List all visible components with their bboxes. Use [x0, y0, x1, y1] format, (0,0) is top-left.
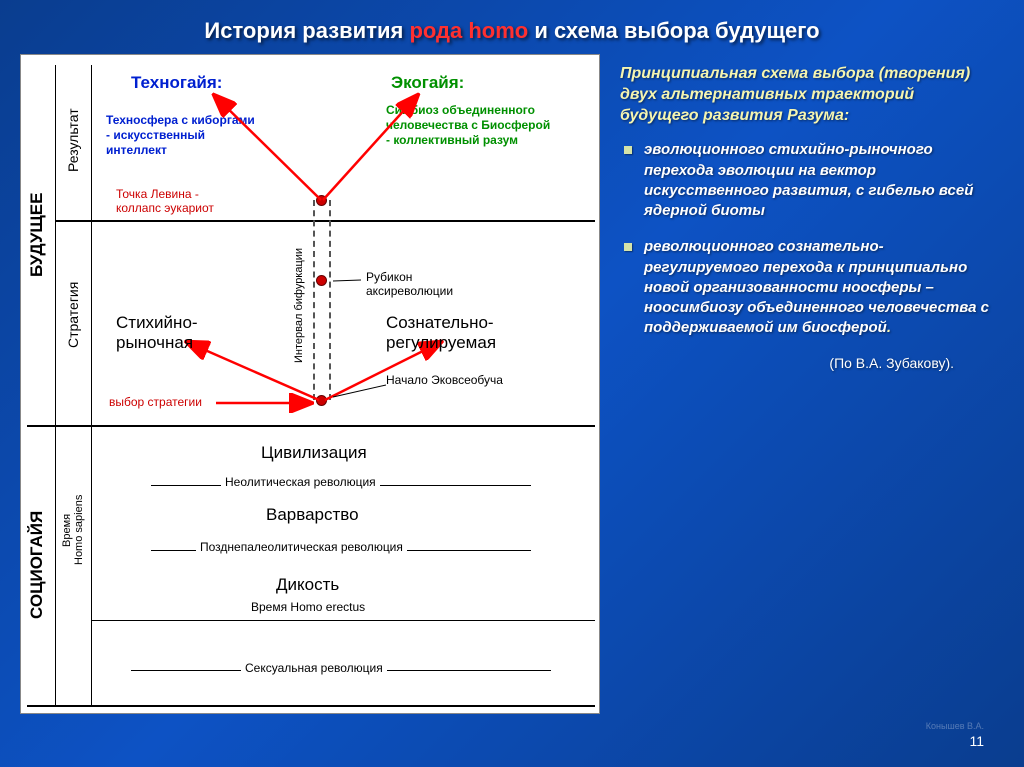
- bullet-2a: революционного сознательно-регулируемого…: [644, 238, 989, 336]
- title-highlight: рода homo: [409, 18, 528, 43]
- author-credit: Конышев В.А.: [926, 721, 984, 731]
- bullet-1-text: эволюционного стихийно-рыночного переход…: [644, 140, 994, 221]
- bullet-2: революционного сознательно-регулируемого…: [620, 237, 994, 338]
- page-number: 11: [969, 733, 984, 749]
- erectus: Время Homo erectus: [251, 600, 365, 614]
- bullet-icon: [624, 146, 632, 154]
- bullet-2-text: революционного сознательно-регулируемого…: [644, 237, 994, 338]
- barbarism: Варварство: [266, 505, 359, 525]
- choice-label: выбор стратегии: [109, 395, 202, 409]
- attribution: (По В.А. Зубакову).: [620, 355, 994, 371]
- side-panel: Принципиальная схема выбора (творения) д…: [615, 54, 1004, 714]
- strategy-left: Стихийно-рыночная: [116, 313, 246, 354]
- title-post: и схема выбора будущего: [528, 18, 819, 43]
- slide-title: История развития рода homo и схема выбор…: [0, 0, 1024, 54]
- sexual-rev: Сексуальная революция: [241, 661, 387, 675]
- bullet-1: эволюционного стихийно-рыночного переход…: [620, 140, 994, 221]
- arrow-overlay: [21, 55, 601, 715]
- eco-start: Начало Эковсеобуча: [386, 373, 506, 387]
- bullet-icon: [624, 243, 632, 251]
- neolithic: Неолитическая революция: [221, 475, 380, 489]
- title-pre: История развития: [204, 18, 409, 43]
- strategy-right: Сознательно-регулируемая: [386, 313, 546, 354]
- main-content: БУДУЩЕЕ СОЦИОГАЙЯ Результат Стратегия Вр…: [0, 54, 1024, 714]
- bullet-2b: .: [887, 319, 891, 336]
- savagery: Дикость: [276, 575, 339, 595]
- paleolithic: Позднепалеолитическая революция: [196, 540, 407, 554]
- evolution-diagram: БУДУЩЕЕ СОЦИОГАЙЯ Результат Стратегия Вр…: [20, 54, 600, 714]
- side-heading: Принципиальная схема выбора (творения) д…: [620, 64, 994, 126]
- civilization: Цивилизация: [261, 443, 367, 463]
